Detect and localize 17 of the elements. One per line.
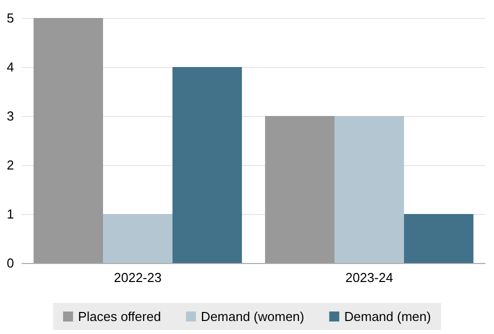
bar <box>34 18 104 263</box>
x-tick-label: 2022-23 <box>114 270 162 285</box>
bar <box>265 116 335 263</box>
bar <box>103 214 172 263</box>
legend-label: Demand (women) <box>200 309 304 324</box>
y-tick-label: 3 <box>6 108 14 124</box>
x-tick-label: 2023-24 <box>345 270 394 285</box>
bar <box>172 67 242 263</box>
bar <box>404 214 474 263</box>
y-tick-label: 4 <box>6 60 14 74</box>
y-tick-label: 1 <box>6 206 14 222</box>
bar <box>334 116 404 263</box>
y-tick-label: 0 <box>6 256 14 270</box>
y-tick-label: 5 <box>6 10 14 26</box>
legend-label: Places offered <box>78 309 161 324</box>
y-tick-label: 2 <box>6 158 14 172</box>
legend-label: Demand (men) <box>344 309 431 324</box>
